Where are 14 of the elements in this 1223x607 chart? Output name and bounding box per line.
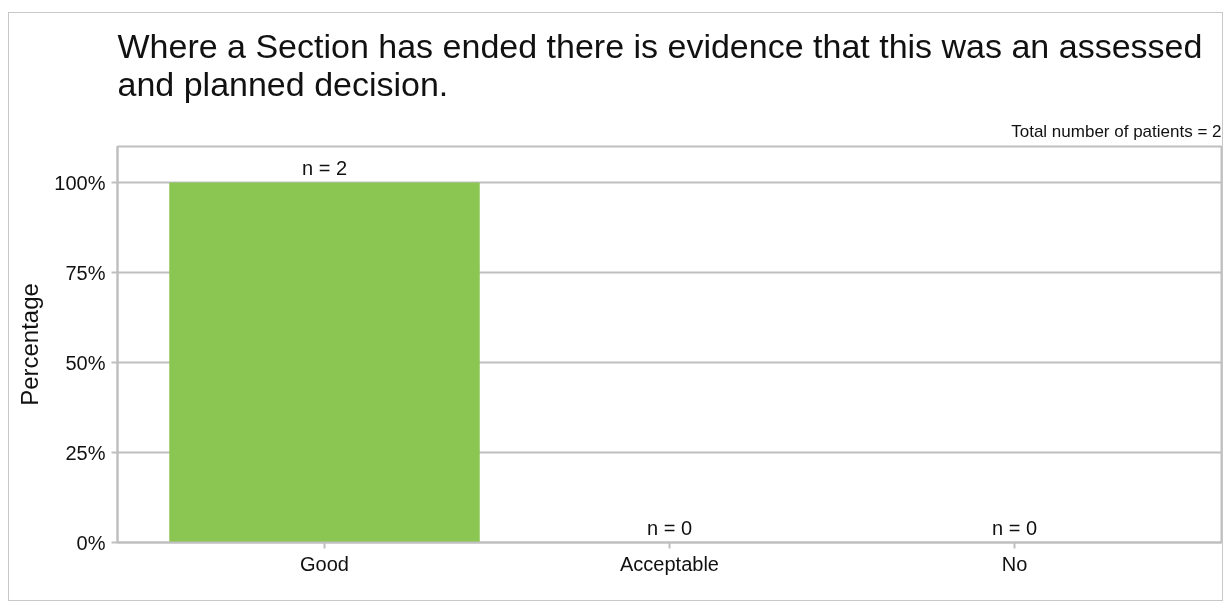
annotation: n = 2	[301, 156, 348, 179]
annotation: n = 0	[991, 516, 1038, 539]
y-tick-label: 100%	[54, 171, 106, 194]
x-tick-label: Acceptable	[620, 552, 719, 575]
x-tick-label: No	[1001, 552, 1028, 575]
y-axis-title: Percentage	[16, 283, 44, 406]
y-tick-label: 75%	[65, 261, 106, 284]
y-tick-label: 25%	[65, 441, 106, 464]
y-tick-label: 0%	[76, 531, 106, 554]
y-tick-label: 50%	[65, 351, 106, 374]
chart-title: Where a Section has ended there is evidence that this was an assessed and planned decision.	[117, 26, 1203, 103]
annotation: n = 0	[646, 516, 693, 539]
x-tick-label: Good	[300, 552, 349, 575]
chart-subtitle: Total number of patients = 2	[1011, 121, 1222, 141]
